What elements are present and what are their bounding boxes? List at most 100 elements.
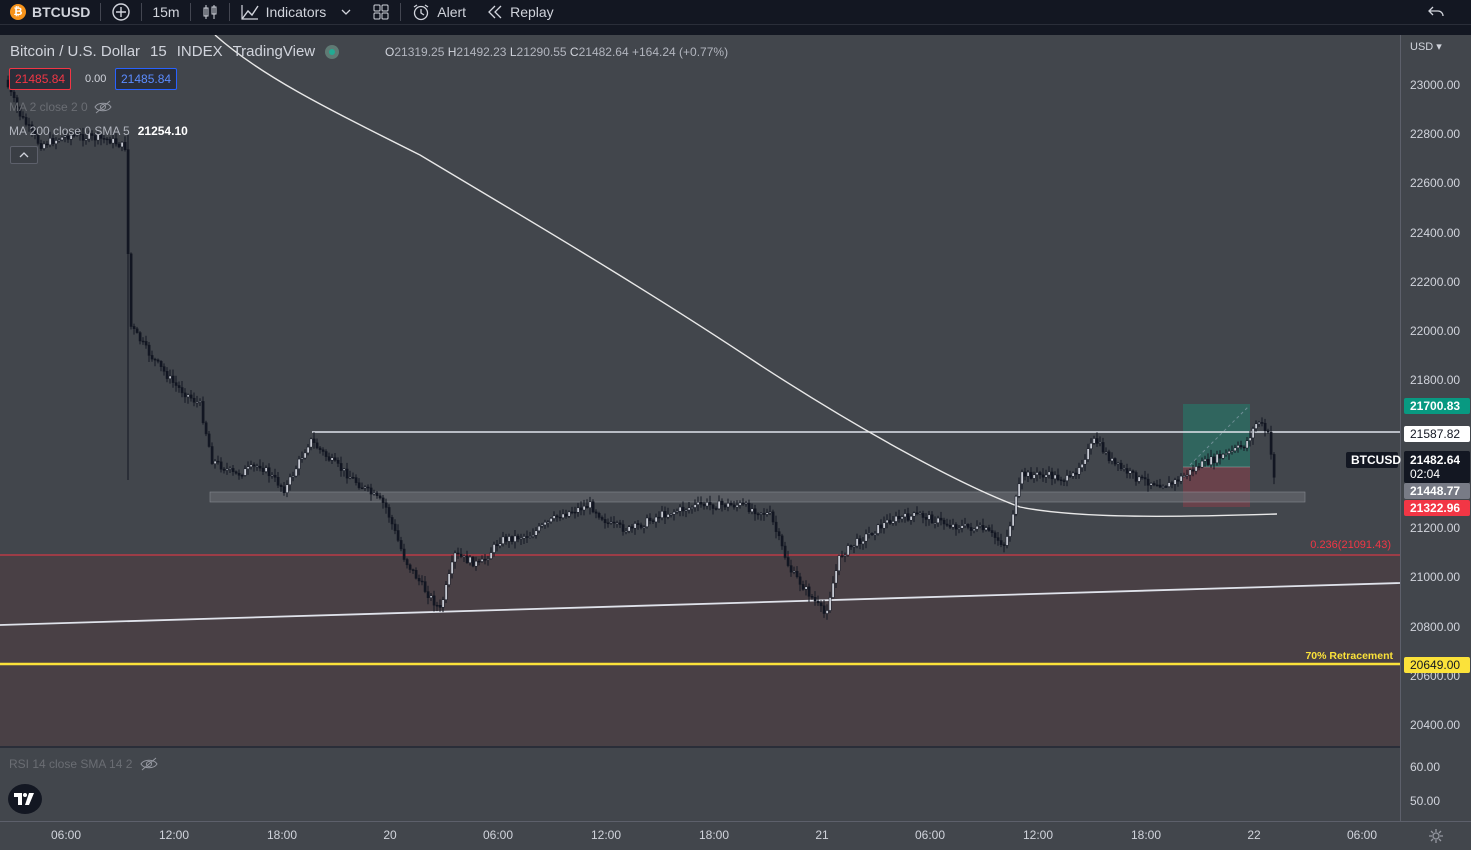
candle-body	[288, 476, 292, 485]
candle-body	[1047, 471, 1051, 476]
candle-body	[75, 133, 79, 136]
candle-body	[372, 492, 376, 495]
collapse-legend-button[interactable]	[10, 146, 38, 164]
candle-body	[810, 596, 814, 598]
candle-body	[1038, 472, 1042, 476]
open-label: O	[385, 45, 395, 59]
trendline[interactable]	[0, 582, 1400, 626]
layout-button[interactable]	[362, 0, 400, 25]
candle-body	[1266, 430, 1270, 433]
candle-body	[189, 394, 193, 399]
price-chart[interactable]: 0.236(21091.43) 70% Retracement	[0, 35, 1400, 747]
candle-body	[1125, 468, 1129, 474]
ma200-legend[interactable]: MA 200 close 0 SMA 5 21254.10	[9, 124, 188, 138]
candle-body	[1050, 471, 1054, 480]
candle-body	[816, 600, 820, 604]
candle-body	[435, 604, 439, 607]
candle-body	[276, 477, 280, 486]
candle-body	[591, 501, 595, 513]
candle-body	[255, 465, 259, 468]
candle-body	[798, 576, 802, 585]
support-zone[interactable]	[209, 491, 1306, 503]
replay-button[interactable]: Replay	[476, 0, 564, 25]
candle-body	[936, 517, 940, 524]
candle-body	[1173, 479, 1177, 485]
candle-body	[528, 536, 532, 538]
candle-body	[117, 143, 121, 148]
hidden-ma-legend[interactable]: MA 2 close 2 0	[9, 100, 112, 114]
candle-body	[879, 524, 883, 529]
symbol-title[interactable]: Bitcoin / U.S. Dollar	[10, 43, 141, 60]
candle-body	[1005, 536, 1009, 546]
candle-body	[999, 540, 1003, 545]
candle-body	[54, 140, 58, 144]
candle-body	[1242, 446, 1246, 449]
rsi-pane[interactable]: RSI 14 close SMA 14 2	[0, 748, 1400, 821]
candle-body	[837, 555, 841, 571]
retracement-price-badge: 20649.00	[1404, 657, 1470, 673]
price-axis[interactable]: USD ▾ 23000.00 22800.00 22600.00 22400.00 22…	[1400, 35, 1471, 821]
sell-button[interactable]: 21485.84	[9, 68, 72, 90]
candle-body	[1083, 459, 1087, 465]
chevron-down-icon	[341, 9, 351, 15]
candle-body	[819, 602, 823, 607]
candle-body	[561, 513, 565, 518]
candle-body	[522, 536, 526, 539]
candle-body	[345, 468, 349, 479]
candle-body	[261, 467, 265, 472]
tradingview-logo[interactable]	[8, 784, 42, 814]
candle-body	[1101, 442, 1105, 453]
settings-icon[interactable]	[1428, 828, 1444, 844]
chart-type-button[interactable]	[191, 0, 229, 25]
undo-button[interactable]	[1417, 0, 1455, 25]
time-label: 06:00	[914, 828, 946, 842]
eye-crossed-icon[interactable]	[140, 757, 158, 771]
candle-body	[1071, 472, 1075, 477]
candle-body	[1155, 484, 1159, 487]
candle-body	[180, 387, 184, 394]
rsi-legend[interactable]: RSI 14 close SMA 14 2	[9, 757, 158, 771]
buy-button[interactable]: 21485.84	[115, 68, 178, 90]
candle-body	[594, 511, 598, 514]
candle-body	[1116, 462, 1120, 465]
candle-body	[645, 517, 649, 527]
fib-label: 0.236(21091.43)	[1310, 539, 1391, 551]
candle-body	[156, 359, 160, 362]
candle-body	[399, 540, 403, 550]
candle-body	[363, 486, 367, 489]
candle-body	[1077, 467, 1081, 475]
candle-body	[888, 519, 892, 524]
candle-body	[930, 514, 934, 524]
time-label: 18:00	[1130, 828, 1162, 842]
time-axis[interactable]: 06:00 12:00 18:00 20 06:00 12:00 18:00 21 06:00 1…	[0, 821, 1471, 850]
candle-body	[309, 438, 313, 448]
time-label: 06:00	[482, 828, 514, 842]
interval-button[interactable]: 15m	[142, 0, 189, 25]
candle-body	[174, 382, 178, 386]
currency-selector[interactable]: USD ▾	[1410, 40, 1442, 53]
symbol-search[interactable]: ₿ BTCUSD	[0, 0, 100, 25]
candle-body	[153, 358, 157, 361]
indicators-button[interactable]: Indicators	[230, 0, 363, 25]
candle-body	[1221, 454, 1225, 459]
candle-body	[792, 570, 796, 573]
resistance-price-badge: 21587.82	[1404, 426, 1470, 442]
candle-body	[360, 487, 364, 490]
eye-crossed-icon[interactable]	[94, 100, 112, 114]
candle-body	[1227, 450, 1231, 454]
symbol-name: BTCUSD	[32, 4, 91, 20]
candle-body	[1263, 422, 1267, 431]
candle-body	[351, 476, 355, 479]
candle-body	[825, 610, 829, 614]
candle-body	[585, 505, 589, 508]
compare-button[interactable]	[101, 0, 141, 25]
candle-body	[426, 591, 430, 598]
alert-button[interactable]: Alert	[401, 0, 476, 25]
pane-separator[interactable]	[0, 746, 1471, 748]
candle-body	[978, 525, 982, 527]
price-tick: 20400.00	[1410, 718, 1461, 732]
main-chart-pane[interactable]: 0.236(21091.43) 70% Retracement Bitcoin …	[0, 35, 1400, 747]
candle-body	[105, 138, 109, 141]
tv-logo-icon	[14, 793, 34, 805]
retracement-label: 70% Retracement	[1305, 650, 1393, 662]
